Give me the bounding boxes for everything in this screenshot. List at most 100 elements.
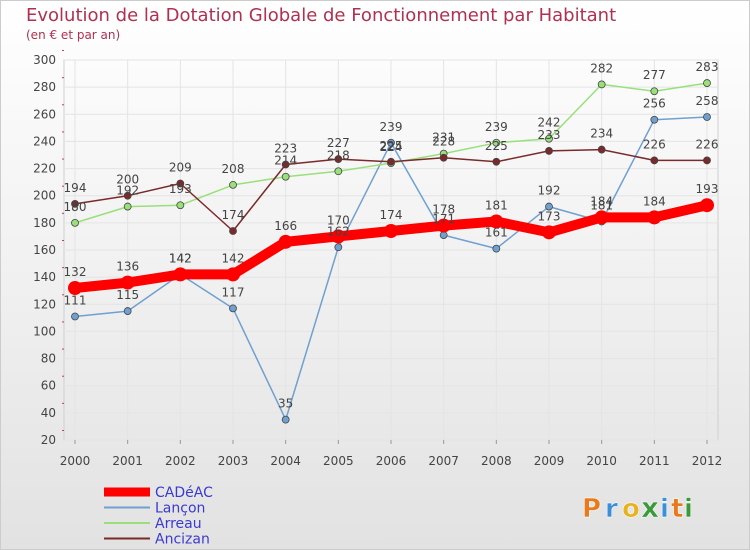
data-label: 142 [222,251,245,265]
data-label: 225 [380,139,403,153]
data-label: 231 [432,131,455,145]
data-label: 35 [278,397,293,411]
data-label: 170 [327,213,350,227]
data-label: 142 [169,251,192,265]
data-label: 228 [432,135,455,149]
y-tick-label: 280 [33,80,56,94]
y-tick-label: 180 [33,216,56,230]
data-point [176,179,185,188]
data-point [650,156,659,165]
data-label: 192 [538,184,561,198]
data-label: 173 [538,209,561,223]
legend-label: CADéAC [155,485,213,501]
data-label: 166 [274,219,297,233]
data-label: 184 [590,194,613,208]
data-point [176,201,185,210]
x-tick-label: 2004 [270,454,301,468]
data-label: 132 [64,265,87,279]
data-label: 193 [696,182,719,196]
x-tick-label: 2008 [481,454,512,468]
data-point [334,155,343,163]
data-point [650,115,659,124]
data-label: 181 [590,199,613,213]
brand-letter: t [671,494,683,524]
data-point [281,160,290,169]
data-point [703,156,711,165]
y-tick-label: 300 [33,53,56,67]
data-point [281,415,290,424]
data-label: 227 [327,136,350,150]
data-label: 239 [485,120,508,134]
x-tick-label: 2009 [534,454,565,468]
data-point [700,198,714,213]
data-label: 161 [485,226,508,240]
data-label: 233 [538,128,561,142]
brand-letter: r [605,494,618,524]
data-label: 136 [116,260,139,274]
data-point [650,87,659,96]
data-point [281,172,290,181]
data-point [229,180,237,189]
data-label: 193 [169,182,192,196]
data-point [229,227,237,235]
data-point [594,210,609,225]
x-tick-label: 2002 [165,454,196,468]
chart-title: Evolution de la Dotation Globale de Fonc… [26,5,616,26]
data-label: 192 [116,184,139,198]
data-label: 226 [696,137,719,151]
data-point [703,113,711,121]
data-point [71,218,79,227]
data-point [278,234,293,249]
data-label: 223 [274,142,297,156]
x-tick-label: 2003 [218,454,249,468]
data-label: 111 [64,294,87,308]
data-label: 184 [643,194,666,208]
data-label: 194 [64,181,87,195]
data-point [387,157,395,166]
data-point [120,275,135,290]
data-point [68,281,82,295]
y-tick-label: 20 [41,433,56,447]
x-tick-label: 2012 [692,454,723,468]
data-label: 171 [432,212,455,226]
data-point [331,229,346,244]
data-label: 115 [116,288,139,302]
data-point [384,224,398,238]
legend-label: Ancizan [155,532,210,548]
data-point [647,210,662,225]
data-label: 226 [643,137,666,151]
y-tick-label: 140 [33,270,56,284]
data-point [542,225,556,240]
data-point [597,145,606,154]
y-tick-label: 100 [33,324,56,338]
data-label: 234 [590,127,613,141]
data-label: 162 [327,224,350,238]
brand-letter: P [582,494,601,524]
data-label: 218 [327,148,350,162]
y-tick-label: 240 [33,134,56,148]
plot-area: 20 40 60 80 100 120 140 160 180 200 220 240 260 280 30… [33,50,723,468]
data-point [597,80,606,89]
brand-letter: x [641,491,659,524]
data-label: 224 [380,140,403,154]
x-tick-label: 2005 [323,454,354,468]
y-tick-label: 160 [33,243,56,257]
y-tick-label: 260 [33,107,56,121]
data-point [703,79,711,87]
x-tick-label: 2007 [428,454,459,468]
data-label: 242 [538,116,561,130]
data-point [545,202,553,211]
data-point [173,267,188,282]
data-label: 277 [643,68,666,82]
data-label: 283 [696,60,719,74]
data-point [545,134,553,143]
data-point [71,312,79,321]
data-point [492,138,501,147]
data-point [226,267,240,282]
data-label: 178 [432,203,455,217]
x-tick-label: 2001 [112,454,143,468]
